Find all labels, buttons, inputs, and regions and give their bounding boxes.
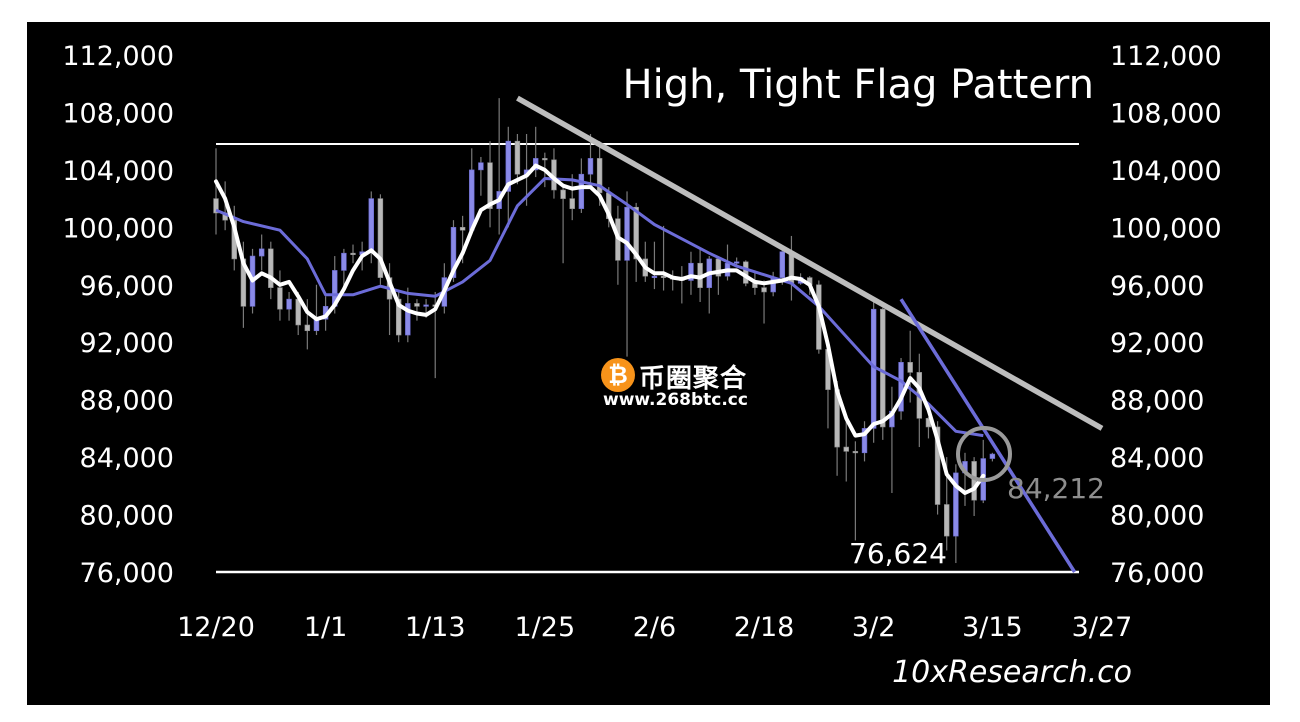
candle-body — [843, 446, 849, 452]
y-tick-label-left: 84,000 — [80, 443, 174, 474]
candle-body — [450, 227, 457, 278]
y-tick-label-left: 104,000 — [62, 156, 174, 187]
chart-svg: 112,000 112,000 108,000 108,000 104,000 104,0… — [62, 41, 1221, 690]
levels-layer — [216, 143, 1079, 574]
y-tick-label-left: 80,000 — [80, 501, 174, 532]
candle-body — [514, 140, 521, 175]
candle-body — [989, 453, 996, 459]
candle-body — [971, 461, 977, 501]
candle-body — [587, 158, 594, 175]
candle-body — [898, 362, 904, 412]
bitcoin-coin-icon: ₿ — [601, 358, 635, 392]
candle-body — [542, 158, 548, 161]
watermark-url: www.268btc.cc — [603, 390, 748, 410]
candle-body — [578, 173, 585, 209]
candle-body — [660, 275, 667, 278]
candle-body — [633, 206, 639, 260]
watermark-logo: ₿ 币圈聚合 www.268btc.cc — [597, 352, 767, 410]
candle-body — [277, 287, 283, 310]
chart-title: High, Tight Flag Pattern — [623, 62, 1094, 108]
y-tick-label-left: 92,000 — [80, 328, 174, 359]
candle-body — [286, 298, 292, 310]
candle-body — [596, 158, 603, 194]
candle-body — [405, 303, 411, 336]
candle-body — [934, 426, 941, 505]
y-tick-label-right: 104,000 — [1110, 156, 1222, 187]
y-tick-label-left: 100,000 — [62, 213, 174, 244]
candle-body — [779, 251, 786, 278]
y-tick-label-left: 96,000 — [80, 271, 174, 302]
y-tick-label-right: 84,000 — [1110, 443, 1204, 474]
candle-body — [341, 252, 347, 271]
y-tick-label-right: 88,000 — [1110, 386, 1204, 417]
low-price-label: 76,624 — [849, 537, 947, 570]
series-line-white — [214, 163, 986, 495]
candle-body — [852, 451, 859, 454]
current-price-label: 84,212 — [1007, 472, 1105, 505]
candle-body — [560, 189, 566, 199]
candle-body — [368, 198, 374, 253]
x-tick-label: 2/6 — [633, 612, 676, 643]
candle-body — [880, 308, 886, 428]
candle-body — [569, 198, 575, 209]
y-tick-label-right: 100,000 — [1110, 213, 1222, 244]
candle-body — [953, 472, 959, 537]
labels-layer: 112,000 112,000 108,000 108,000 104,000 104,0… — [62, 41, 1221, 690]
downtrend-line — [516, 95, 1104, 431]
candle-body — [944, 504, 950, 537]
candle-body — [395, 298, 402, 336]
y-tick-label-right: 108,000 — [1110, 98, 1222, 129]
x-tick-label: 1/13 — [405, 612, 466, 643]
candle-body — [213, 198, 219, 214]
candle-body — [459, 227, 466, 231]
candle-body — [258, 248, 265, 257]
x-tick-label: 3/2 — [852, 612, 895, 643]
candle-body — [469, 169, 475, 231]
highlight-circle-icon — [956, 426, 1012, 482]
y-tick-label-left: 108,000 — [62, 98, 174, 129]
x-tick-label: 2/18 — [734, 612, 795, 643]
candle-body — [861, 428, 868, 454]
candle-body — [733, 261, 740, 264]
candle-body — [505, 140, 511, 192]
candle-body — [268, 248, 274, 288]
trend-layer — [516, 95, 1104, 573]
candle-body — [743, 261, 749, 284]
steep-trend-line — [899, 298, 1077, 573]
watermark-name: 币圈聚合 — [639, 364, 748, 394]
candle-body — [688, 262, 694, 281]
ma-layer — [214, 163, 986, 495]
y-tick-label-right: 112,000 — [1110, 41, 1222, 72]
candle-body — [624, 206, 630, 261]
source-label: 10xResearch.co — [892, 655, 1132, 690]
candle-body — [423, 304, 429, 307]
chart-frame: 112,000 112,000 108,000 108,000 104,000 104,0… — [27, 22, 1270, 705]
y-tick-label-right: 96,000 — [1110, 271, 1204, 302]
y-tick-label-left: 76,000 — [80, 558, 174, 589]
y-tick-label-right: 80,000 — [1110, 501, 1204, 532]
candle-body — [651, 275, 658, 278]
y-tick-label-left: 88,000 — [80, 386, 174, 417]
y-tick-label-left: 112,000 — [62, 41, 174, 72]
x-tick-label: 12/20 — [177, 612, 255, 643]
x-tick-label: 3/15 — [962, 612, 1023, 643]
candles-layer — [213, 98, 996, 564]
candle-body — [907, 362, 913, 373]
candle-body — [304, 324, 311, 332]
series-line-blue — [215, 177, 984, 438]
candle-body — [377, 198, 384, 278]
candle-body — [761, 287, 767, 293]
candle-body — [478, 162, 484, 171]
candle-body — [487, 162, 493, 209]
y-tick-label-right: 92,000 — [1110, 328, 1204, 359]
x-tick-label: 1/1 — [304, 612, 347, 643]
candle-body — [414, 303, 420, 307]
x-tick-label: 3/27 — [1072, 612, 1133, 643]
candle-body — [350, 252, 356, 255]
y-tick-label-right: 76,000 — [1110, 558, 1204, 589]
x-tick-label: 1/25 — [515, 612, 576, 643]
